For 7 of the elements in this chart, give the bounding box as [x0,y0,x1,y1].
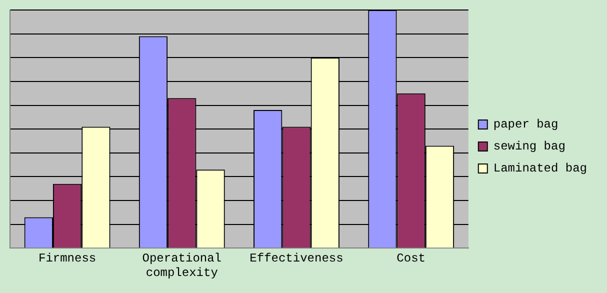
legend-label: Laminated bag [493,162,588,176]
legend-label: sewing bag [493,140,566,154]
x-tick-label: Operational complexity [142,252,222,280]
x-tick-label: Firmness [38,252,96,266]
x-tick-label: Effectiveness [250,252,344,266]
x-tick-label: Cost [396,252,426,266]
legend-label: paper bag [493,118,558,132]
